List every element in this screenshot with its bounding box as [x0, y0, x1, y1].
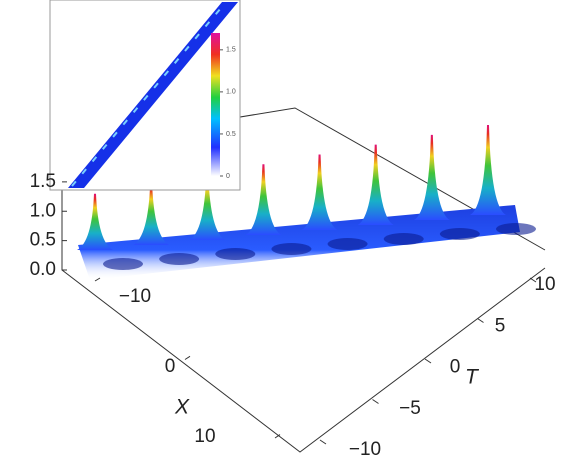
z-tick-label: 0.5	[30, 230, 56, 251]
peak	[470, 125, 506, 215]
x-axis-label: X	[174, 396, 190, 419]
peak	[301, 154, 338, 230]
z-tick-label: 0.0	[30, 259, 56, 280]
trough	[215, 248, 256, 260]
trough	[383, 233, 424, 245]
peak	[357, 144, 394, 225]
x-tick	[184, 355, 191, 360]
x-tick-label: 0	[165, 356, 176, 377]
y-tick	[424, 358, 432, 364]
z-tick-label: 1.5	[30, 171, 56, 192]
peak	[133, 183, 170, 245]
peak	[413, 134, 450, 220]
trough	[103, 258, 143, 270]
y-axis-label: T	[465, 366, 480, 389]
colorbar-tick-label: 1.0	[226, 89, 236, 96]
trough	[439, 228, 480, 240]
trough	[496, 223, 536, 235]
y-tick-label: 10	[534, 274, 555, 295]
x-tick-label: −10	[119, 286, 151, 307]
peak	[245, 164, 282, 235]
surface	[77, 125, 536, 270]
inset	[49, 0, 241, 191]
y-tick-label: 5	[495, 315, 506, 336]
x-tick	[94, 277, 101, 282]
z-tick-label: 1.0	[30, 200, 56, 221]
peak	[77, 193, 113, 250]
trough	[159, 253, 200, 265]
colorbar-tick-label: 1.5	[226, 47, 236, 54]
peak	[189, 174, 226, 240]
y-tick	[372, 399, 379, 404]
y-tick	[529, 277, 537, 283]
colorbar-tick-label: 0.5	[226, 131, 236, 138]
x-tick	[274, 434, 281, 439]
y-tick-label: −5	[399, 398, 421, 419]
inset-band	[68, 2, 238, 188]
y-tick	[477, 318, 484, 323]
y-tick	[319, 439, 327, 445]
y-tick-label: 0	[450, 357, 461, 378]
colorbar-tick-label: 0	[226, 173, 230, 180]
x-tick-label: 10	[194, 426, 215, 447]
y-tick-label: −10	[349, 439, 381, 460]
trough	[271, 243, 312, 255]
colorbar	[211, 33, 220, 176]
trough	[327, 238, 368, 250]
